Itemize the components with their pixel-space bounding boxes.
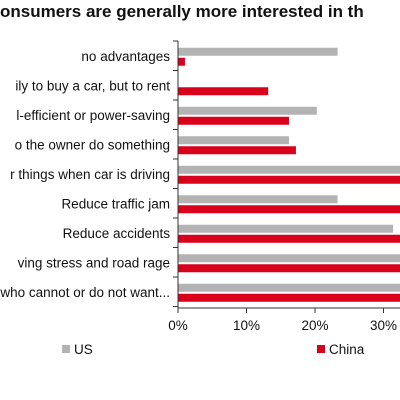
bar-china — [178, 293, 400, 302]
bar-china — [178, 175, 400, 184]
bar-china — [178, 87, 269, 96]
legend-label: US — [74, 342, 93, 357]
bar-china — [178, 57, 185, 66]
bar-china — [178, 146, 296, 155]
bar-china — [178, 205, 400, 214]
legend: US China — [62, 342, 365, 357]
legend-swatch — [62, 345, 70, 353]
bar-us — [178, 283, 400, 292]
category-label: no advantages — [81, 49, 170, 64]
bar-china — [178, 264, 400, 273]
category-label: Reduce traffic jam — [61, 196, 170, 211]
bar-us — [178, 224, 394, 233]
category-label: who cannot or do not want... — [0, 285, 170, 300]
category-label: ily to buy a car, but to rent — [15, 78, 170, 93]
chart-title: onsumers are generally more interested i… — [0, 2, 364, 21]
x-tick-label: 0% — [168, 318, 188, 333]
bar-us — [178, 47, 338, 56]
category-label: l-efficient or power-saving — [16, 108, 170, 123]
x-ticks: 0% 10% 20% 30% — [168, 40, 397, 333]
bar-us — [178, 106, 317, 115]
bar-china — [178, 116, 289, 125]
legend-swatch — [317, 345, 325, 353]
category-label: o the owner do something — [15, 137, 170, 152]
bars-layer — [178, 47, 400, 302]
bar-us — [178, 165, 400, 174]
legend-label: China — [329, 342, 365, 357]
category-label: ving stress and road rage — [18, 255, 170, 270]
category-label: r things when car is driving — [10, 167, 170, 182]
bar-us — [178, 136, 289, 145]
bar-china — [178, 234, 400, 243]
category-labels: no advantages ily to buy a car, but to re… — [0, 49, 170, 300]
bar-us — [178, 254, 400, 263]
x-tick-label: 20% — [301, 318, 328, 333]
x-tick-label: 30% — [370, 318, 397, 333]
x-tick-label: 10% — [233, 318, 260, 333]
category-label: Reduce accidents — [63, 226, 171, 241]
bar-us — [178, 195, 338, 204]
